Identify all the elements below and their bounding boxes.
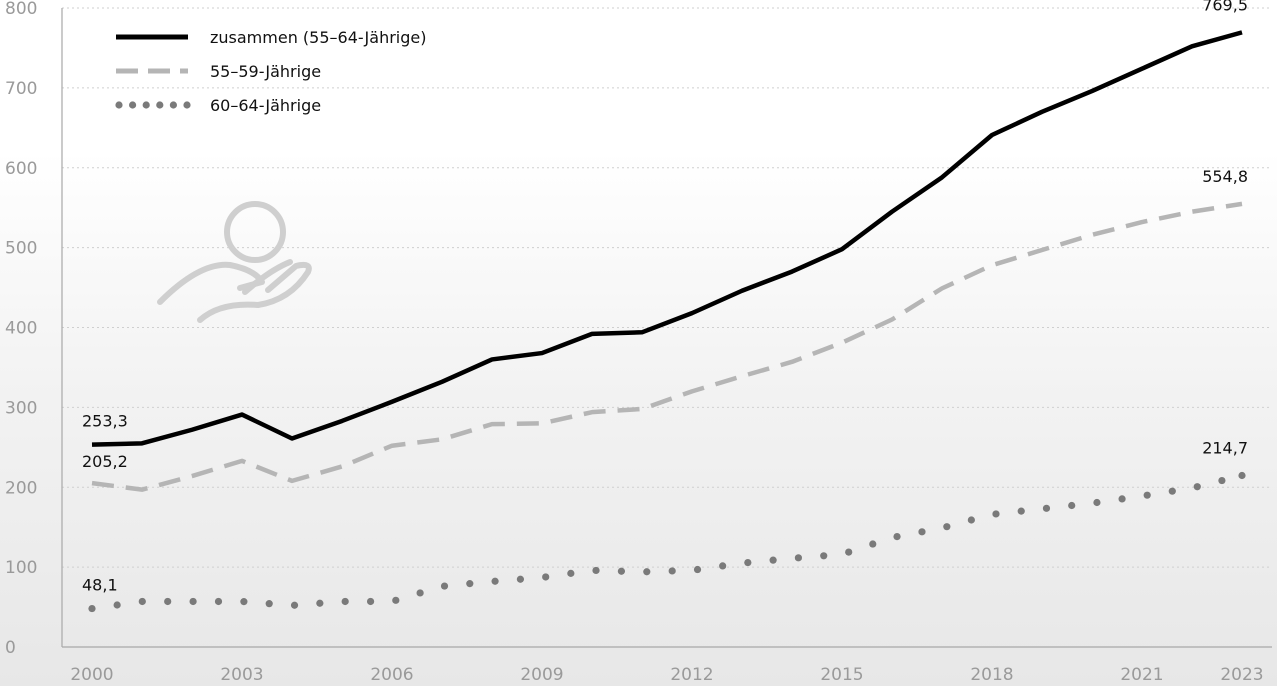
data-label: 205,2: [82, 452, 128, 471]
x-tick-label: 2015: [820, 665, 863, 685]
y-tick-label: 800: [5, 0, 37, 19]
series-point: [240, 598, 248, 606]
legend-item: 60–64-Jährige: [115, 96, 321, 115]
hand-coin-icon: [157, 201, 312, 323]
series-point: [643, 568, 651, 576]
series-point: [1218, 476, 1226, 485]
y-tick-label: 600: [5, 159, 37, 179]
legend-swatch-dot: [129, 101, 137, 109]
series-point: [668, 567, 676, 575]
series-point: [542, 573, 550, 581]
y-tick-label: 200: [5, 478, 37, 498]
series-point: [138, 597, 146, 606]
series-point: [1093, 498, 1101, 507]
data-label: 48,1: [82, 576, 118, 595]
legend-swatch-dot: [169, 101, 177, 109]
x-tick-label: 2018: [970, 665, 1013, 685]
series-point: [1143, 491, 1151, 499]
y-tick-label: 700: [5, 79, 37, 99]
series-point: [943, 523, 951, 531]
y-tick-label: 400: [5, 319, 37, 339]
legend-swatch-dot: [156, 101, 164, 109]
series-point: [516, 575, 525, 583]
y-tick-label: 300: [5, 398, 37, 418]
series-point: [820, 552, 828, 560]
series-point: [316, 599, 324, 607]
series-point: [1042, 504, 1051, 512]
x-tick-label: 2006: [370, 665, 413, 685]
legend-label: 55–59-Jährige: [210, 62, 321, 81]
series-point: [719, 562, 727, 570]
series-point: [1118, 495, 1126, 503]
y-tick-label: 100: [5, 558, 37, 578]
series-point: [88, 604, 96, 613]
data-label: 253,3: [82, 412, 128, 431]
series-point: [1193, 483, 1201, 491]
series-point: [392, 596, 400, 604]
series-point: [214, 597, 223, 606]
series-point: [744, 558, 752, 567]
x-tick-label: 2009: [520, 665, 563, 685]
series-point: [794, 554, 803, 562]
series-point: [617, 567, 626, 575]
legend-label: 60–64-Jährige: [210, 96, 321, 115]
series-point: [893, 533, 901, 541]
series-point: [1068, 501, 1076, 510]
y-tick-label: 500: [5, 239, 37, 259]
legend-swatch-dot: [142, 101, 150, 109]
series-60-64: [88, 471, 1246, 613]
y-tick-label: 0: [5, 638, 16, 658]
x-tick-label: 2021: [1120, 665, 1163, 685]
series-point: [567, 569, 575, 577]
x-tick-label: 2023: [1220, 665, 1263, 685]
series-point: [366, 597, 375, 606]
legend-label: zusammen (55–64-Jährige): [210, 28, 426, 47]
series-point: [592, 566, 600, 575]
series-point: [992, 510, 1000, 518]
legend-item: 55–59-Jährige: [116, 62, 321, 81]
series-line-total: [91, 30, 1243, 447]
x-tick-label: 2000: [70, 665, 113, 685]
series-point: [918, 528, 926, 536]
series-point: [466, 580, 474, 588]
series-point: [491, 577, 499, 585]
series-point: [341, 597, 349, 606]
series-point: [265, 600, 273, 608]
series-point: [845, 548, 853, 556]
series-point: [113, 601, 121, 609]
series-line-55-59: [91, 201, 1243, 492]
legend-swatch-dot: [115, 101, 123, 109]
series-point: [440, 582, 449, 590]
data-label: 214,7: [1202, 439, 1248, 458]
series-point: [1238, 471, 1246, 480]
series-point: [869, 540, 877, 548]
series-point: [290, 601, 299, 609]
series-point: [967, 516, 975, 524]
x-tick-label: 2003: [220, 665, 263, 685]
series-point: [416, 589, 424, 597]
data-label: 769,5: [1202, 0, 1248, 14]
series-point: [1168, 487, 1176, 495]
data-label: 554,8: [1202, 167, 1248, 186]
series-point: [693, 565, 702, 574]
legend-swatch-dot: [183, 101, 191, 109]
series-point: [1017, 507, 1025, 515]
x-tick-label: 2012: [670, 665, 713, 685]
series-point: [769, 556, 777, 564]
legend-item: zusammen (55–64-Jährige): [116, 28, 426, 47]
series-point: [164, 597, 172, 606]
series-point: [189, 597, 197, 606]
